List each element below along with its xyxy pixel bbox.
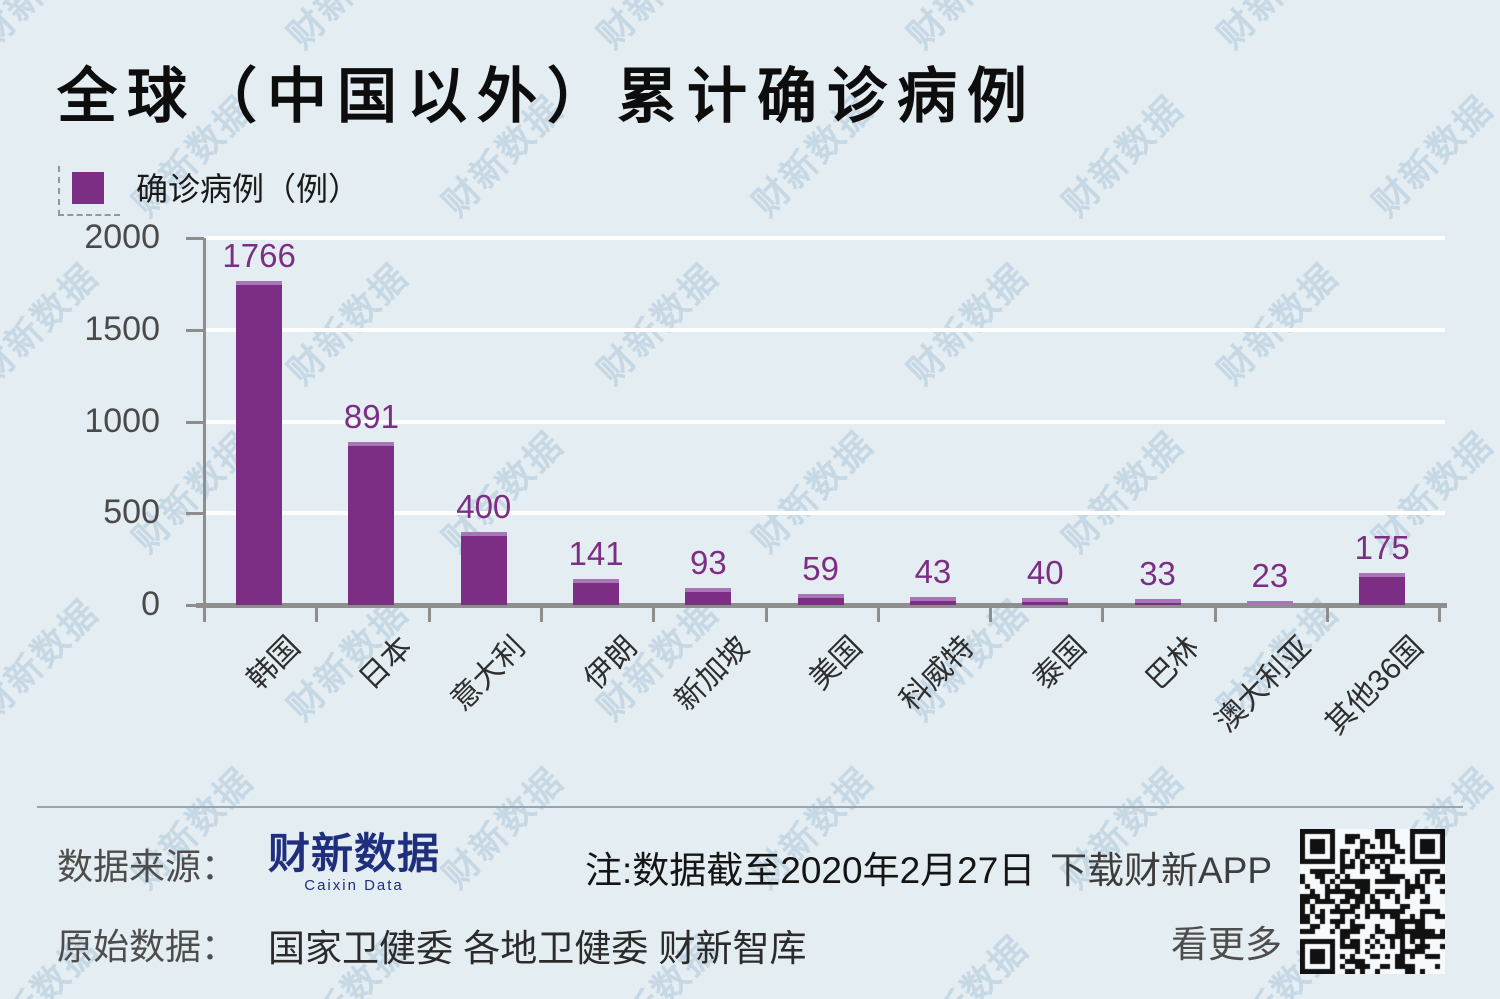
- x-axis-tick: [1326, 607, 1329, 622]
- y-axis-tick: [186, 420, 204, 424]
- raw-data-sources: 国家卫健委 各地卫健委 财新智库: [268, 928, 807, 969]
- gridline: [205, 511, 1445, 516]
- x-axis-tick: [1438, 607, 1442, 622]
- y-axis-label: 500: [103, 493, 160, 532]
- bar: [909, 597, 956, 605]
- y-axis-label: 1500: [84, 309, 160, 348]
- data-source-label: 数据来源：: [57, 846, 238, 887]
- x-axis-tick: [1213, 607, 1217, 622]
- y-axis-label: 2000: [84, 218, 160, 256]
- bar-value-label: 33: [1139, 554, 1176, 592]
- bar: [1134, 598, 1181, 605]
- bar-value-label: 891: [343, 397, 399, 435]
- caixin-data-logo: 财新数据 Caixin Data: [268, 830, 441, 895]
- bar-value-label: 40: [1026, 553, 1064, 591]
- see-more-text: 看更多: [1171, 924, 1282, 965]
- x-category-label: 伊朗: [577, 630, 644, 697]
- legend-label: 确诊病例（例）: [136, 171, 361, 207]
- raw-data-label: 原始数据：: [57, 926, 238, 967]
- bar: [236, 280, 283, 605]
- bar: [685, 587, 732, 605]
- x-category-label: 日本: [353, 630, 420, 697]
- data-cutoff-note: 注:数据截至2020年2月27日: [585, 850, 1036, 891]
- caixin-data-logo-text: 财新数据: [268, 830, 441, 877]
- bar: [348, 441, 395, 605]
- x-axis-tick: [876, 607, 880, 622]
- bar-value-label: 175: [1354, 528, 1410, 566]
- bar-value-label: 400: [456, 487, 512, 525]
- x-axis-line: [196, 603, 1447, 608]
- x-category-label: 巴林: [1139, 630, 1206, 697]
- x-axis-tick: [315, 607, 319, 622]
- gridline: [205, 236, 1445, 240]
- gridline: [205, 419, 1445, 424]
- page-title: 全球（中国以外）累计确诊病例: [57, 63, 1037, 130]
- x-axis-tick: [652, 607, 656, 622]
- x-category-label: 其他36国: [1319, 630, 1430, 741]
- chart-legend: 确诊病例（例）: [58, 164, 360, 218]
- x-axis-tick: [539, 607, 543, 622]
- y-axis-tick: [186, 512, 204, 516]
- bar-value-label: 1766: [222, 236, 296, 274]
- download-app-text: 下载财新APP: [1050, 850, 1273, 891]
- bar: [573, 579, 620, 605]
- footer-divider: [37, 806, 1463, 808]
- bar: [1246, 600, 1293, 605]
- x-axis-tick: [203, 607, 206, 622]
- bar: [460, 531, 507, 605]
- x-category-label: 科威特: [893, 630, 981, 718]
- caixin-data-logo-subtext: Caixin Data: [304, 877, 404, 895]
- legend-marquee: [58, 166, 120, 216]
- gridline: [205, 327, 1445, 332]
- y-axis-label: 0: [141, 585, 160, 623]
- y-axis-tick: [186, 328, 204, 332]
- bar: [1022, 597, 1069, 605]
- x-category-label: 泰国: [1027, 630, 1093, 697]
- qr-code-icon: [1300, 829, 1445, 974]
- x-axis-tick: [1101, 607, 1105, 622]
- bar: [797, 594, 844, 605]
- bar-value-label: 23: [1251, 556, 1289, 594]
- bar-value-label: 93: [689, 543, 727, 581]
- bar-value-label: 59: [802, 550, 839, 588]
- x-category-label: 美国: [802, 630, 869, 697]
- y-axis-tick: [186, 237, 204, 240]
- legend-swatch-icon: [72, 172, 104, 204]
- x-axis-tick: [427, 607, 431, 622]
- bar: [1359, 572, 1406, 605]
- x-axis-tick: [989, 607, 993, 622]
- x-category-label: 意大利: [444, 630, 532, 718]
- x-category-label: 新加坡: [669, 630, 757, 718]
- bar-value-label: 43: [914, 553, 952, 591]
- y-axis-line: [203, 238, 206, 609]
- y-axis-label: 1000: [84, 401, 160, 440]
- x-axis-tick: [764, 607, 768, 622]
- x-category-label: 澳大利亚: [1209, 630, 1318, 739]
- x-category-label: 韩国: [241, 630, 307, 697]
- bar-value-label: 141: [568, 535, 624, 573]
- y-axis-tick: [186, 604, 204, 607]
